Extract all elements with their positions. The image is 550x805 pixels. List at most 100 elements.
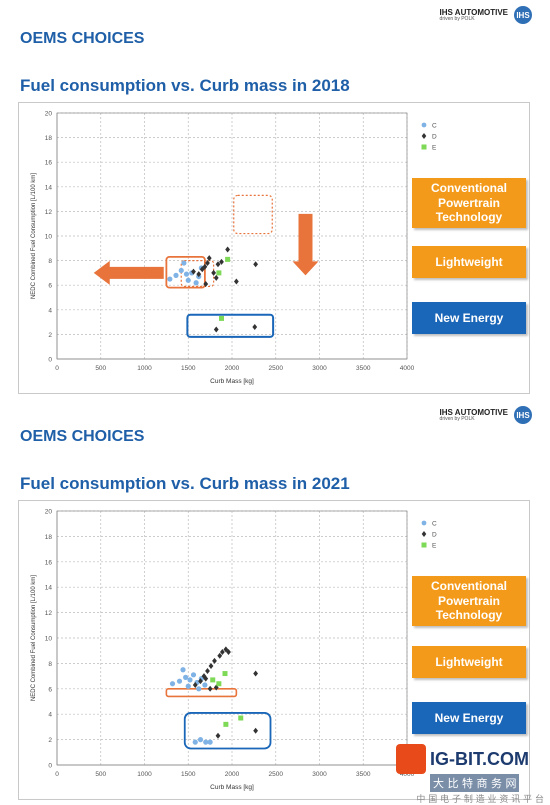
left-arrow-icon [93, 260, 164, 285]
lightweight-highlight-box [165, 688, 238, 698]
data-point-e [219, 315, 224, 321]
brand-header: IHS AUTOMOTIVE driven by POLK IHS [440, 6, 532, 24]
data-point-d [215, 261, 221, 268]
data-point-c [187, 677, 193, 683]
y-tick-label: 14 [45, 585, 53, 592]
data-point-d [213, 274, 219, 281]
category-conventional: Conventional Powertrain Technology [412, 178, 526, 228]
y-tick-label: 10 [45, 234, 53, 241]
data-point-e [238, 715, 244, 721]
ihs-logo-icon: IHS [514, 6, 532, 24]
data-point-d [233, 278, 239, 285]
x-tick-label: 2500 [269, 365, 284, 372]
data-point-d [208, 662, 214, 669]
data-point-d [203, 675, 209, 682]
data-point-e [210, 677, 216, 683]
data-point-c [180, 667, 186, 673]
x-tick-label: 1500 [181, 365, 196, 372]
data-point-d [213, 326, 219, 333]
brand-sub: driven by POLK [439, 15, 475, 22]
data-point-d [252, 324, 258, 331]
brand-name: IHS AUTOMOTIVE [439, 407, 508, 417]
y-tick-label: 14 [45, 184, 53, 191]
new-energy-highlight-box [186, 313, 275, 338]
data-point-c [176, 678, 183, 684]
data-point-c [169, 681, 176, 687]
x-tick-label: 2000 [225, 771, 240, 778]
lightweight-highlight-box [165, 256, 206, 289]
data-point-d [219, 648, 225, 655]
category-new-energy: New Energy [412, 702, 526, 734]
data-point-c [181, 260, 187, 266]
x-tick-label: 1500 [181, 771, 196, 778]
section-title: OEMS CHOICES [20, 30, 145, 47]
x-tick-label: 0 [55, 365, 59, 372]
down-arrow-icon [292, 213, 319, 276]
x-axis-label: Curb Mass [kg] [210, 378, 254, 385]
legend-label: C [432, 123, 437, 130]
plot-border [56, 112, 408, 360]
data-point-c [193, 280, 199, 286]
chart-title: Fuel consumption vs. Curb mass in 2018 [20, 76, 350, 95]
x-tick-label: 500 [95, 365, 106, 372]
y-tick-label: 6 [48, 283, 52, 290]
x-tick-label: 2500 [269, 771, 284, 778]
data-point-d [253, 670, 259, 677]
y-tick-label: 2 [48, 737, 52, 744]
y-tick-label: 12 [45, 209, 53, 216]
watermark-logo-icon [396, 744, 426, 774]
scatter-chart-2021: 0 2 4 6 8 10 12 14 16 18 20 0 500 1000 1500 2000 2500 300… [31, 509, 437, 792]
legend-marker-d [421, 531, 427, 537]
x-tick-label: 4000 [400, 771, 415, 778]
conventional-dashed-box [233, 194, 273, 235]
y-tick-label: 8 [48, 258, 52, 265]
x-tick-label: 4000 [400, 365, 415, 372]
data-point-d [215, 732, 221, 739]
legend-label: D [432, 134, 437, 141]
data-point-c [178, 267, 184, 274]
data-point-d [225, 246, 231, 253]
x-tick-label: 3500 [356, 365, 371, 372]
x-tick-label: 1000 [137, 771, 152, 778]
data-point-d [206, 255, 212, 262]
data-point-c [192, 739, 198, 745]
section-title: OEMS CHOICES [20, 428, 145, 445]
plot-border [56, 510, 408, 766]
data-point-d [219, 258, 224, 265]
y-tick-label: 18 [45, 534, 53, 541]
data-point-d [198, 678, 203, 685]
data-point-d [202, 263, 208, 270]
legend-marker-e [421, 144, 427, 150]
data-point-e [225, 256, 231, 262]
brand-name: IHS AUTOMOTIVE [439, 7, 508, 17]
data-point-d [253, 261, 259, 268]
data-point-e [216, 681, 222, 687]
y-axis-label: NEDC Combined Fuel Consumption [L/100 km… [31, 575, 37, 701]
data-point-c [185, 277, 191, 283]
data-point-d [226, 648, 231, 655]
legend-label: E [432, 543, 437, 550]
y-tick-label: 18 [45, 135, 53, 142]
legend-label: E [432, 145, 437, 152]
chart-title: Fuel consumption vs. Curb mass in 2021 [20, 474, 350, 493]
watermark-line2: 中 国 电 子 制 造 业 资 讯 平 台 [416, 795, 544, 805]
category-conventional: Conventional Powertrain Technology [412, 576, 526, 626]
y-tick-label: 20 [45, 509, 53, 516]
data-point-c [207, 739, 213, 745]
category-new-energy: New Energy [412, 302, 526, 334]
data-point-c [203, 739, 209, 745]
data-point-d [196, 271, 202, 278]
data-point-c [183, 674, 189, 680]
data-point-d [217, 652, 223, 659]
ihs-logo-icon: IHS [514, 406, 532, 424]
brand-sub: driven by POLK [439, 415, 475, 422]
y-tick-label: 0 [48, 763, 52, 770]
data-point-c [196, 686, 202, 692]
data-point-c [183, 271, 190, 277]
category-lightweight: Lightweight [412, 646, 526, 678]
data-point-d [207, 685, 213, 692]
y-tick-label: 20 [45, 111, 53, 118]
watermark-name: IG-BIT.COM [430, 748, 529, 769]
scatter-chart-2018: 0 2 4 6 8 10 12 14 16 18 20 0 500 1000 1500 2000 2500 300… [31, 111, 437, 386]
data-point-d [192, 681, 198, 688]
